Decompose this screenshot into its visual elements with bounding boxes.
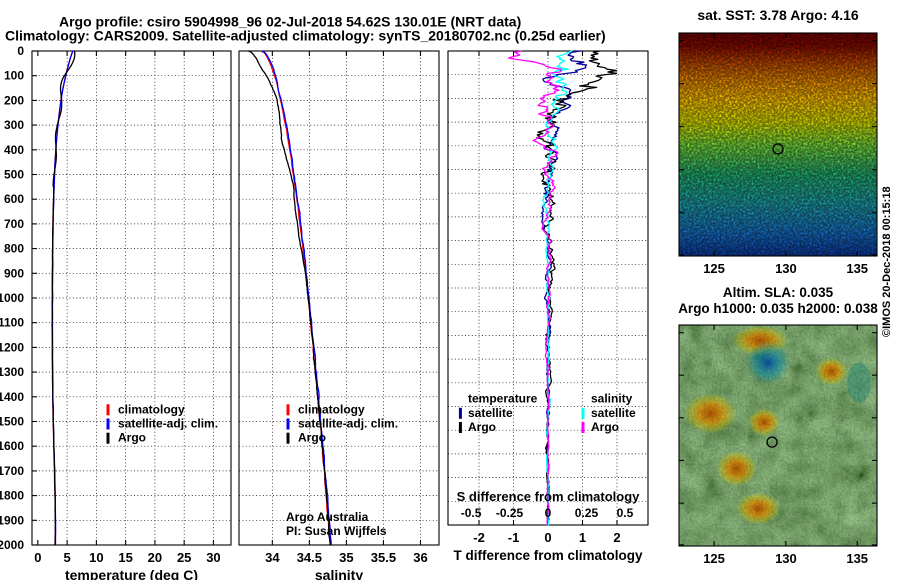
svg-text:0.25: 0.25 xyxy=(575,506,599,520)
svg-text:1: 1 xyxy=(579,530,586,545)
svg-text:600: 600 xyxy=(4,192,24,206)
svg-text:Altim. SLA: 0.035: Altim. SLA: 0.035 xyxy=(723,285,834,300)
svg-text:salinity: salinity xyxy=(315,567,363,580)
svg-text:1000: 1000 xyxy=(0,291,24,305)
svg-text:0: 0 xyxy=(34,550,41,565)
svg-text:10: 10 xyxy=(89,550,103,565)
svg-text:climatology: climatology xyxy=(118,402,185,416)
svg-text:satellite: satellite xyxy=(468,406,513,420)
svg-text:30: 30 xyxy=(206,550,220,565)
svg-text:15: 15 xyxy=(118,550,132,565)
svg-text:300: 300 xyxy=(4,118,24,132)
svg-text:S difference from climatology: S difference from climatology xyxy=(457,489,641,504)
svg-text:200: 200 xyxy=(4,93,24,107)
svg-text:34.5: 34.5 xyxy=(297,550,322,565)
svg-text:500: 500 xyxy=(4,168,24,182)
svg-text:PI: Susan Wijffels: PI: Susan Wijffels xyxy=(286,524,387,538)
svg-text:salinity: salinity xyxy=(591,392,633,406)
svg-text:35.5: 35.5 xyxy=(371,550,396,565)
svg-text:climatology: climatology xyxy=(298,402,365,416)
svg-text:Argo: Argo xyxy=(468,420,496,434)
svg-text:130: 130 xyxy=(775,261,797,276)
svg-text:satellite-adj. clim.: satellite-adj. clim. xyxy=(118,417,218,431)
svg-text:Argo: Argo xyxy=(298,431,326,445)
svg-text:1600: 1600 xyxy=(0,439,24,453)
svg-text:0: 0 xyxy=(545,506,552,520)
svg-text:-0.5: -0.5 xyxy=(461,506,482,520)
svg-text:1700: 1700 xyxy=(0,464,24,478)
svg-text:temperature: temperature xyxy=(468,392,538,406)
svg-text:T difference from climatology: T difference from climatology xyxy=(453,548,643,563)
svg-text:Argo: Argo xyxy=(591,420,619,434)
svg-text:2: 2 xyxy=(613,530,620,545)
svg-text:satellite-adj. clim.: satellite-adj. clim. xyxy=(298,417,398,431)
svg-text:Argo h1000: 0.035 h2000: 0.038: Argo h1000: 0.035 h2000: 0.038 xyxy=(678,301,878,316)
svg-text:1100: 1100 xyxy=(0,316,24,330)
svg-text:1900: 1900 xyxy=(0,513,24,527)
svg-text:5: 5 xyxy=(64,550,71,565)
svg-text:1400: 1400 xyxy=(0,390,24,404)
svg-text:-0.25: -0.25 xyxy=(496,506,524,520)
svg-text:1200: 1200 xyxy=(0,340,24,354)
svg-text:135: 135 xyxy=(846,261,868,276)
svg-text:Climatology: CARS2009. Satelli: Climatology: CARS2009. Satellite-adjuste… xyxy=(5,28,606,44)
svg-text:1500: 1500 xyxy=(0,415,24,429)
svg-text:sat. SST: 3.78 Argo: 4.16: sat. SST: 3.78 Argo: 4.16 xyxy=(697,7,859,23)
svg-text:100: 100 xyxy=(4,69,24,83)
svg-text:temperature (deg C): temperature (deg C) xyxy=(65,567,198,580)
svg-text:36: 36 xyxy=(413,550,427,565)
svg-text:1800: 1800 xyxy=(0,489,24,503)
svg-text:satellite: satellite xyxy=(591,406,636,420)
svg-text:1300: 1300 xyxy=(0,365,24,379)
svg-text:700: 700 xyxy=(4,217,24,231)
svg-text:135: 135 xyxy=(846,551,868,566)
svg-text:0.5: 0.5 xyxy=(617,506,634,520)
svg-text:0: 0 xyxy=(17,44,24,58)
svg-text:©IMOS 20-Dec-2018 00:15:18: ©IMOS 20-Dec-2018 00:15:18 xyxy=(881,186,893,337)
svg-text:800: 800 xyxy=(4,242,24,256)
svg-text:Argo Australia: Argo Australia xyxy=(286,510,369,524)
svg-text:400: 400 xyxy=(4,143,24,157)
svg-text:125: 125 xyxy=(703,551,725,566)
svg-text:Argo: Argo xyxy=(118,431,146,445)
svg-text:25: 25 xyxy=(177,550,191,565)
svg-text:125: 125 xyxy=(703,261,725,276)
svg-text:35: 35 xyxy=(339,550,353,565)
svg-text:20: 20 xyxy=(148,550,162,565)
svg-text:-2: -2 xyxy=(473,530,485,545)
svg-text:900: 900 xyxy=(4,266,24,280)
svg-text:0: 0 xyxy=(544,530,551,545)
svg-text:2000: 2000 xyxy=(0,538,24,552)
svg-text:130: 130 xyxy=(775,551,797,566)
svg-text:-1: -1 xyxy=(508,530,520,545)
svg-text:34: 34 xyxy=(265,550,280,565)
